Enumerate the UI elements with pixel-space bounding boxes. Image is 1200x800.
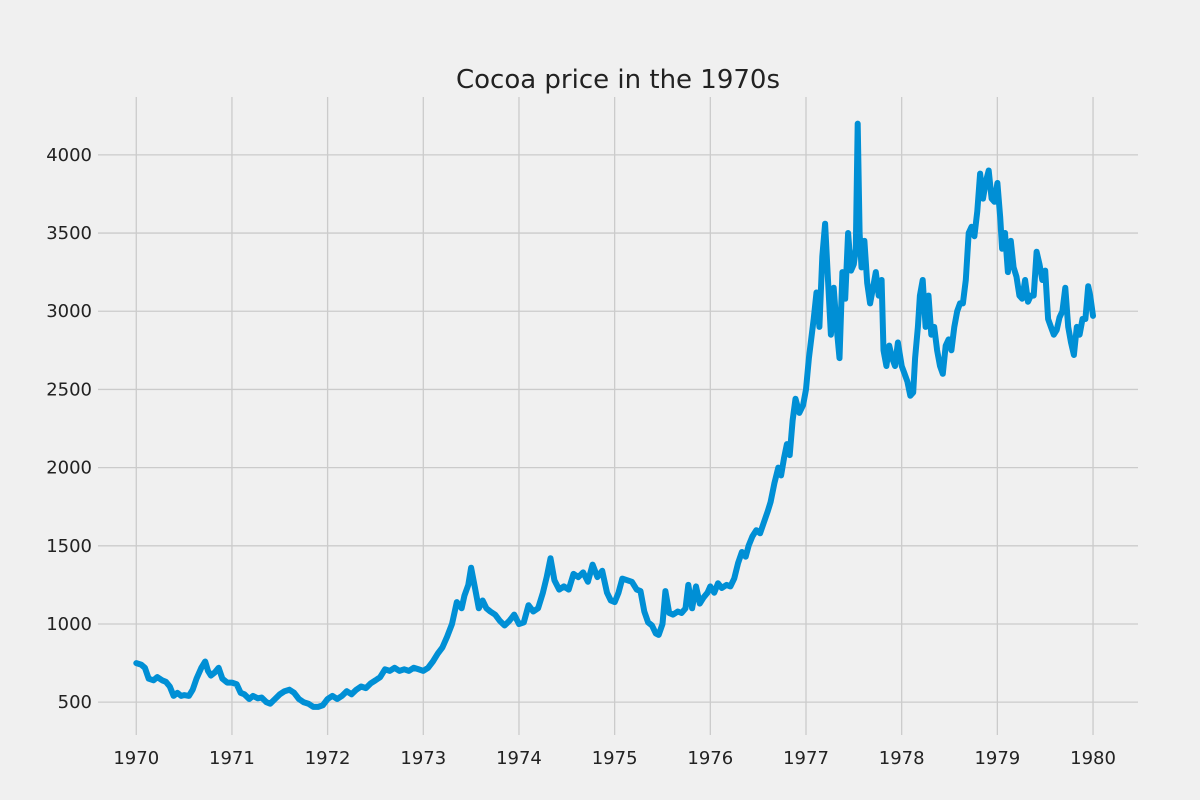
y-tick-label: 1000 [46,614,92,635]
y-tick-label: 3500 [46,223,92,244]
x-tick-label: 1975 [592,748,638,769]
x-tick-label: 1980 [1070,748,1116,769]
x-tick-label: 1974 [496,748,542,769]
price-series-line [133,120,1096,710]
x-tick-label: 1978 [879,748,925,769]
y-axis-ticks: 500 1000 1500 2000 2500 3000 3500 4000 [46,145,92,713]
x-tick-label: 1977 [783,748,829,769]
x-tick-label: 1972 [305,748,351,769]
y-tick-label: 2000 [46,458,92,479]
x-axis-ticks: 1970 1971 1972 1973 1974 1975 1976 1977 1978 1979… [113,748,1116,769]
x-tick-label: 1971 [209,748,255,769]
x-tick-label: 1973 [400,748,446,769]
chart-title: Cocoa price in the 1970s [456,65,780,95]
y-tick-label: 1500 [46,536,92,557]
vertical-gridlines [135,97,1094,735]
y-tick-label: 4000 [46,145,92,166]
x-tick-label: 1970 [113,748,159,769]
x-tick-label: 1979 [974,748,1020,769]
y-tick-label: 500 [58,692,92,713]
x-tick-label: 1976 [687,748,733,769]
y-tick-label: 3000 [46,301,92,322]
y-tick-label: 2500 [46,379,92,400]
